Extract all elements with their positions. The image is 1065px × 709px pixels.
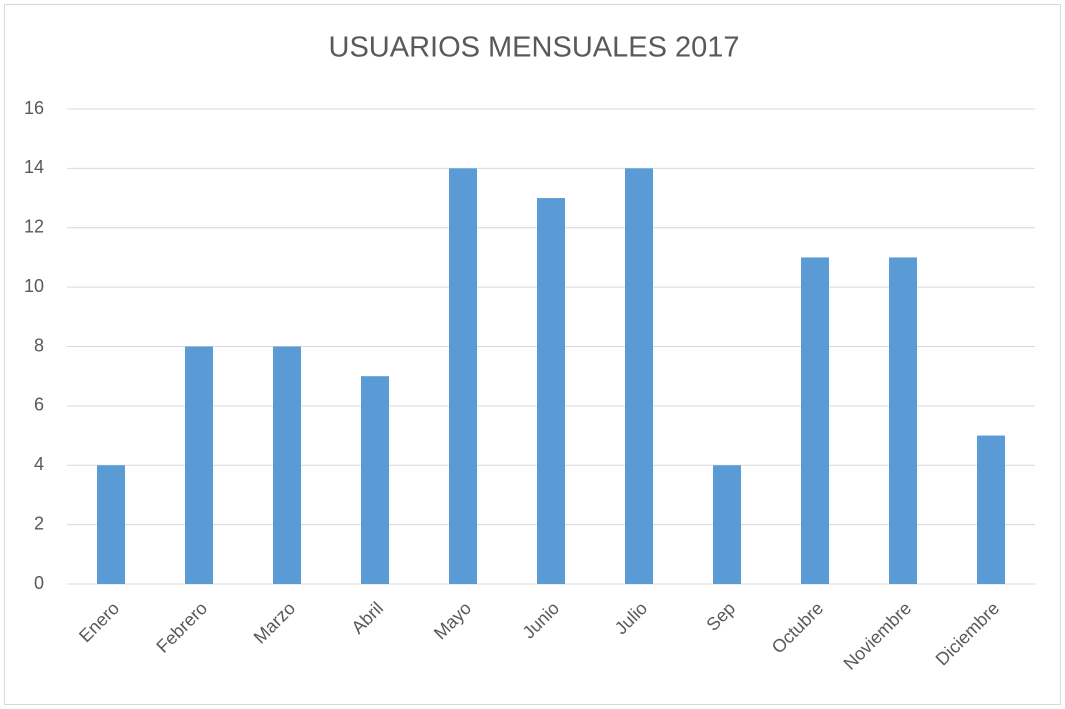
bar: [185, 346, 213, 584]
y-tick-label: 6: [34, 395, 44, 415]
bar: [625, 168, 653, 584]
y-tick-label: 8: [34, 335, 44, 355]
y-tick-label: 2: [34, 513, 44, 533]
bar: [801, 257, 829, 584]
bar: [273, 346, 301, 584]
y-tick-label: 16: [24, 98, 44, 118]
chart-border: [4, 4, 1061, 705]
bar: [713, 465, 741, 584]
bar: [449, 168, 477, 584]
bar: [361, 376, 389, 584]
chart-title: USUARIOS MENSUALES 2017: [329, 32, 740, 64]
y-tick-label: 0: [34, 573, 44, 593]
y-tick-label: 10: [24, 276, 44, 296]
bar: [537, 198, 565, 584]
bar: [889, 257, 917, 584]
y-tick-label: 14: [24, 157, 44, 177]
y-tick-label: 12: [24, 217, 44, 237]
bar: [97, 465, 125, 584]
bar: [977, 435, 1005, 584]
y-tick-label: 4: [34, 454, 44, 474]
